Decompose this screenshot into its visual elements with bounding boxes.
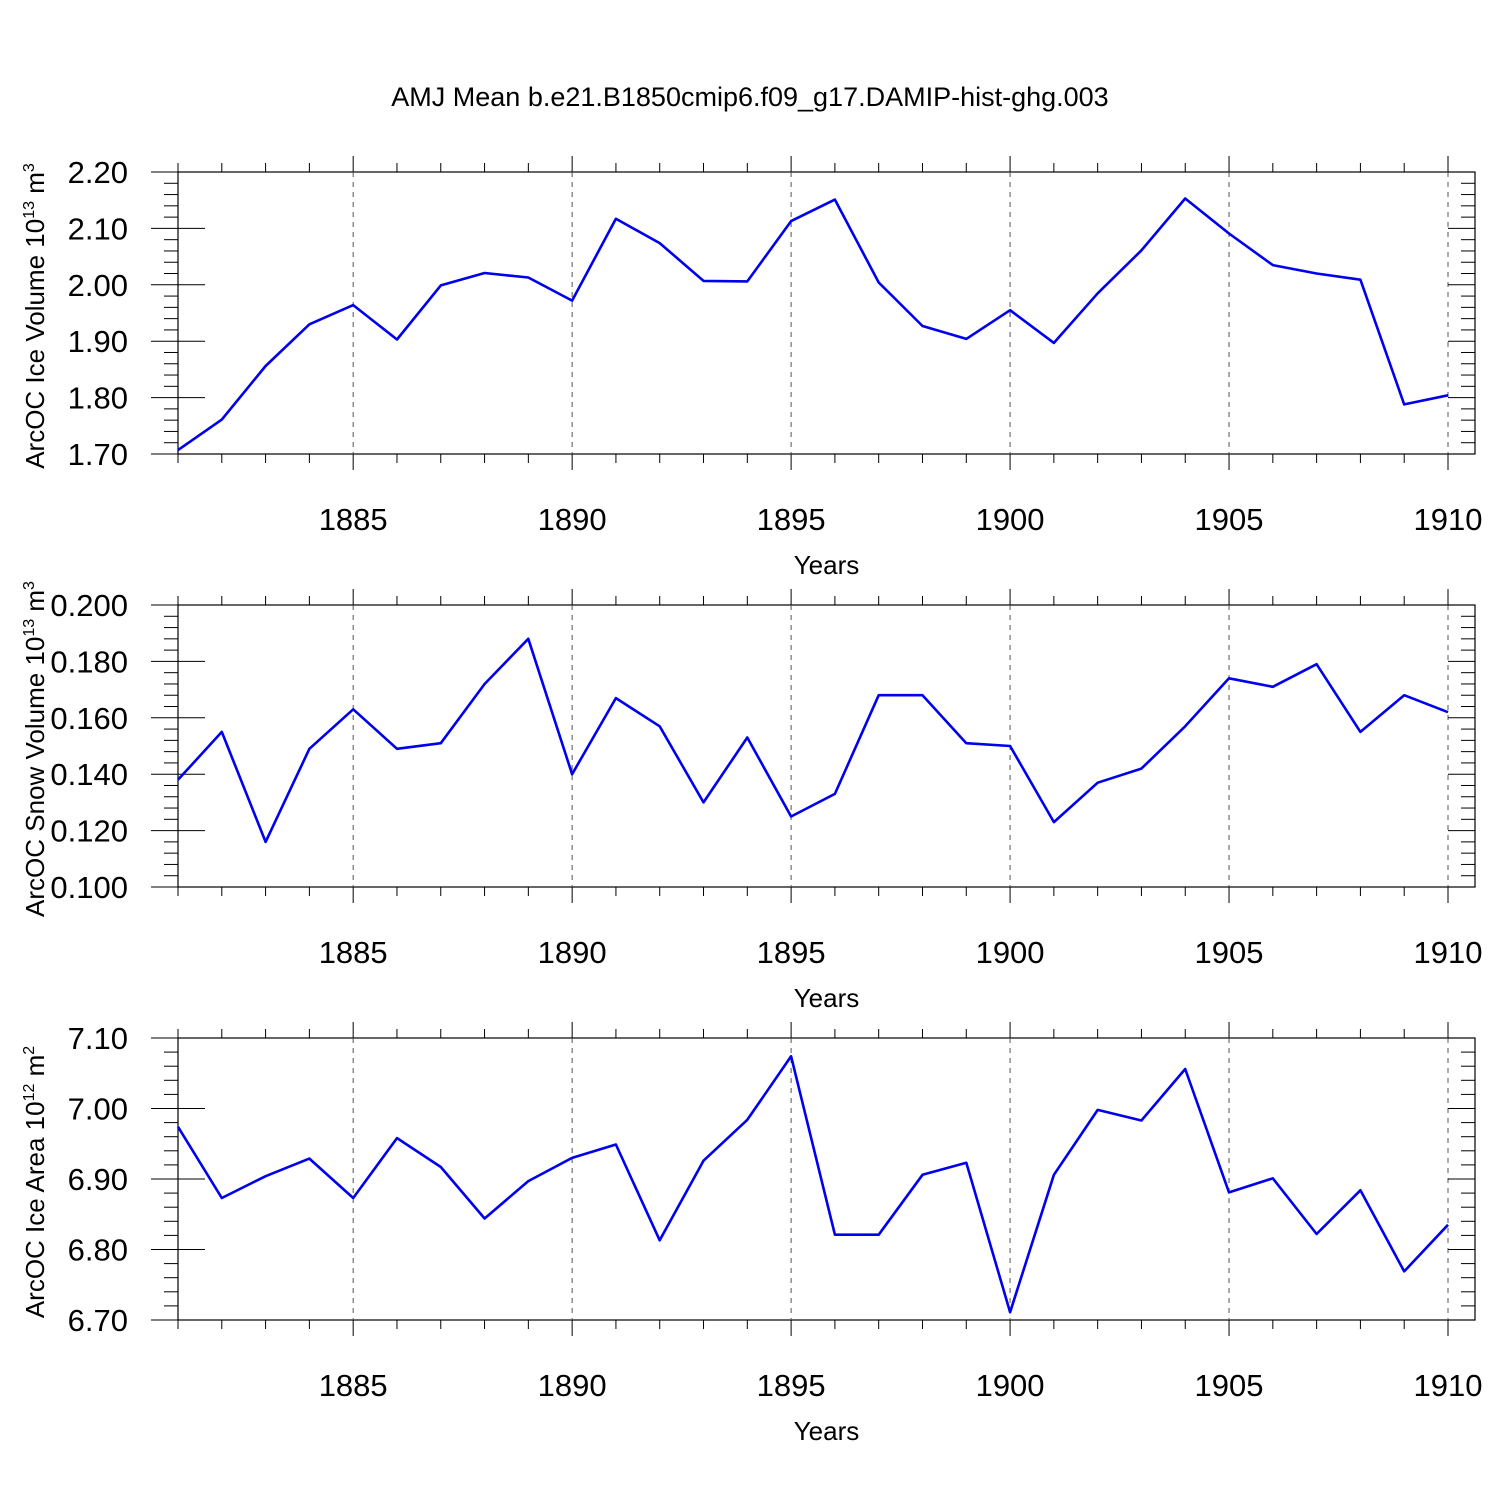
y-tick-label: 0.140 [50, 757, 128, 792]
x-tick-label: 1890 [538, 935, 607, 970]
y-tick-label: 7.00 [68, 1092, 128, 1127]
x-tick-label: 1910 [1414, 502, 1483, 537]
y-axis-title-base: ArcOC Snow Volume 10 [20, 637, 50, 917]
x-tick-label: 1885 [319, 935, 388, 970]
plot-frame [177, 171, 1476, 455]
y-tick-label: 0.120 [50, 814, 128, 849]
x-axis-title: Years [794, 550, 860, 580]
x-tick-label: 1900 [976, 1368, 1045, 1403]
y-tick-label: 7.10 [68, 1021, 128, 1056]
x-tick-label: 1905 [1195, 1368, 1264, 1403]
y-axis-title-exponent: 13 [21, 201, 38, 219]
x-tick-label: 1890 [538, 502, 607, 537]
y-axis-title-exponent: 13 [21, 619, 38, 637]
panel-1: 1885 1890 1895 1900 1905 1910 1.70 1.80 1.90 2.00… [20, 155, 1482, 580]
y-tick-label: 1.90 [68, 324, 128, 359]
y-tick-label: 2.20 [68, 155, 128, 190]
chart-title: AMJ Mean b.e21.B1850cmip6.f09_g17.DAMIP-… [391, 82, 1108, 112]
x-tick-label: 1910 [1414, 935, 1483, 970]
y-tick-label: 1.70 [68, 437, 128, 472]
panel-2: 1885 1890 1895 1900 1905 1910 0.100 0.120 0.140 0… [20, 581, 1482, 1013]
x-tick-label: 1885 [319, 1368, 388, 1403]
series-line [177, 637, 1449, 844]
x-tick-label: 1905 [1195, 502, 1264, 537]
plot-frame [177, 604, 1476, 888]
y-tick-label: 0.180 [50, 644, 128, 679]
x-tick-label: 1895 [757, 502, 826, 537]
x-tick-label: 1895 [757, 1368, 826, 1403]
panels: 1885 1890 1895 1900 1905 1910 1.70 1.80 1.90 2.00… [20, 155, 1482, 1446]
y-axis-title-unit: m [20, 590, 50, 619]
y-tick-label: 6.80 [68, 1233, 128, 1268]
series-line [176, 1055, 1449, 1314]
x-tick-label: 1905 [1195, 935, 1264, 970]
x-tick-label: 1895 [757, 935, 826, 970]
y-axis-title-unit-exponent: 2 [21, 1046, 38, 1055]
y-axis-title-base: ArcOC Ice Volume 10 [20, 219, 50, 469]
x-tick-label: 1900 [976, 935, 1045, 970]
y-tick-label: 6.90 [68, 1162, 128, 1197]
y-axis-title: ArcOC Ice Area 1012 m2 [20, 1046, 50, 1318]
y-axis-title-unit: m [20, 1055, 50, 1084]
x-tick-label: 1885 [319, 502, 388, 537]
y-tick-label: 0.200 [50, 588, 128, 623]
y-axis-title: ArcOC Snow Volume 1013 m3 [20, 581, 50, 917]
y-tick-label: 1.80 [68, 381, 128, 416]
x-tick-label: 1890 [538, 1368, 607, 1403]
x-axis-title: Years [794, 1416, 860, 1446]
y-tick-label: 0.160 [50, 701, 128, 736]
y-axis-title-unit-exponent: 3 [21, 163, 38, 172]
y-axis-title-unit: m [20, 172, 50, 201]
plot-frame [177, 1037, 1476, 1321]
y-axis-title-unit-exponent: 3 [21, 581, 38, 590]
y-tick-label: 2.10 [68, 211, 128, 246]
x-tick-label: 1900 [976, 502, 1045, 537]
y-tick-label: 6.70 [68, 1303, 128, 1338]
x-tick-label: 1910 [1414, 1368, 1483, 1403]
x-axis-title: Years [794, 983, 860, 1013]
y-axis-title-base: ArcOC Ice Area 10 [20, 1101, 50, 1318]
y-tick-label: 0.100 [50, 870, 128, 905]
y-axis-title-exponent: 12 [21, 1084, 38, 1102]
panel-3: 1885 1890 1895 1900 1905 1910 6.70 6.80 6.90 7.00… [20, 1021, 1482, 1446]
y-tick-label: 2.00 [68, 268, 128, 303]
series-line [177, 197, 1449, 452]
y-axis-title: ArcOC Ice Volume 1013 m3 [20, 163, 50, 469]
